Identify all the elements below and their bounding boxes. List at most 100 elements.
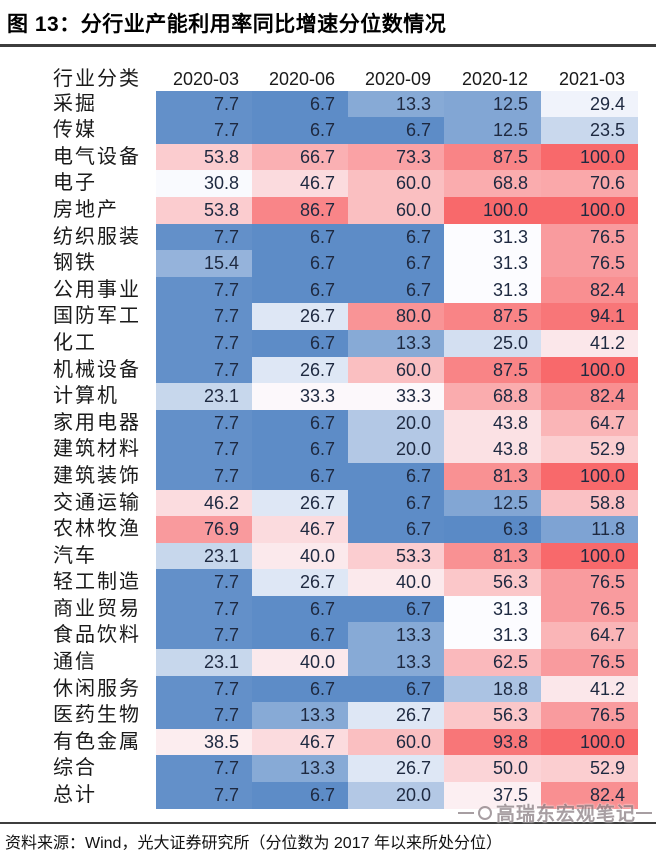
heatmap-cell: 12.5 (444, 489, 541, 517)
column-header-date: 2020-12 (461, 69, 528, 89)
heatmap-cell: 6.7 (252, 675, 348, 703)
row-label: 交通运输 (0, 489, 156, 517)
heatmap-cell: 76.5 (541, 595, 638, 623)
row-label: 化工 (0, 329, 156, 357)
heatmap-cell: 7.7 (156, 276, 252, 304)
heatmap-cell: 6.7 (252, 329, 348, 357)
heatmap-cell: 41.2 (541, 675, 638, 703)
heatmap-cell: 76.5 (541, 649, 638, 676)
figure-title: 图 13：分行业产能利用率同比增速分位数情况 (7, 13, 447, 36)
row-label: 建筑装饰 (0, 462, 156, 490)
heatmap-cell: 60.0 (348, 170, 444, 197)
row-label: 计算机 (0, 383, 156, 410)
heatmap-cell: 33.3 (348, 383, 444, 410)
heatmap-cell: 66.7 (252, 143, 348, 171)
heatmap-cell: 7.7 (156, 595, 252, 623)
heatmap-cell: 12.5 (444, 117, 541, 144)
watermark-logo-icon (477, 805, 492, 820)
heatmap-cell: 60.0 (348, 356, 444, 384)
column-header-date: 2020-09 (364, 69, 431, 89)
heatmap-cell: 6.7 (348, 675, 444, 703)
heatmap-cell: 7.7 (156, 569, 252, 596)
heatmap-cell: 26.7 (348, 755, 444, 783)
heatmap-cell: 26.7 (252, 569, 348, 596)
heatmap-cell: 80.0 (348, 303, 444, 330)
row-label: 轻工制造 (0, 569, 156, 596)
heatmap-cell: 76.5 (541, 702, 638, 729)
footer-divider (0, 822, 656, 824)
heatmap-cell: 6.7 (348, 276, 444, 304)
heatmap-cell: 13.3 (348, 649, 444, 676)
heatmap-cell: 76.5 (541, 250, 638, 277)
row-label: 有色金属 (0, 728, 156, 756)
heatmap-cell: 12.5 (444, 90, 541, 118)
title-divider (0, 44, 656, 47)
source-note: 资料来源：Wind，光大证券研究所（分位数为 2017 年以来所处分位） (5, 835, 502, 852)
heatmap-cell: 6.7 (348, 223, 444, 251)
heatmap-cell: 40.0 (252, 649, 348, 676)
heatmap-cell: 81.3 (444, 542, 541, 570)
heatmap-cell: 7.7 (156, 117, 252, 144)
heatmap-cell: 26.7 (252, 489, 348, 517)
heatmap-cell: 100.0 (541, 728, 638, 756)
heatmap-cell: 31.3 (444, 622, 541, 650)
heatmap-cell: 100.0 (541, 462, 638, 490)
heatmap-cell: 64.7 (541, 409, 638, 437)
heatmap-cell: 6.7 (252, 782, 348, 809)
heatmap-cell: 43.8 (444, 409, 541, 437)
heatmap-cell: 73.3 (348, 143, 444, 171)
heatmap-cell: 7.7 (156, 90, 252, 118)
heatmap-cell: 31.3 (444, 595, 541, 623)
watermark-text: 高瑞东宏观笔记 (495, 804, 636, 825)
heatmap-cell: 7.7 (156, 303, 252, 330)
heatmap-cell: 20.0 (348, 782, 444, 809)
row-label: 纺织服装 (0, 223, 156, 251)
column-header-industry: 行业分类 (0, 64, 156, 94)
heatmap-cell: 18.8 (444, 675, 541, 703)
heatmap-cell: 100.0 (541, 542, 638, 570)
row-label: 采掘 (0, 90, 156, 118)
row-label: 医药生物 (0, 702, 156, 729)
heatmap-cell: 62.5 (444, 649, 541, 676)
heatmap-cell: 6.7 (348, 595, 444, 623)
heatmap-cell: 87.5 (444, 303, 541, 330)
heatmap-cell: 13.3 (348, 622, 444, 650)
heatmap-cell: 31.3 (444, 276, 541, 304)
heatmap-cell: 81.3 (444, 462, 541, 490)
column-header-date: 2020-06 (268, 69, 335, 89)
row-label: 机械设备 (0, 356, 156, 384)
row-label: 通信 (0, 649, 156, 676)
heatmap-cell: 87.5 (444, 143, 541, 171)
heatmap-cell: 41.2 (541, 329, 638, 357)
heatmap-cell: 56.3 (444, 569, 541, 596)
heatmap-cell: 13.3 (252, 702, 348, 729)
heatmap-cell: 26.7 (252, 356, 348, 384)
heatmap-cell: 13.3 (252, 755, 348, 783)
heatmap-cell: 6.7 (252, 276, 348, 304)
heatmap-cell: 60.0 (348, 196, 444, 224)
row-label: 传媒 (0, 117, 156, 144)
heatmap-cell: 7.7 (156, 329, 252, 357)
heatmap-cell: 7.7 (156, 675, 252, 703)
heatmap-cell: 50.0 (444, 755, 541, 783)
heatmap-cell: 43.8 (444, 436, 541, 463)
heatmap-cell: 6.7 (252, 117, 348, 144)
row-label: 电气设备 (0, 143, 156, 171)
heatmap-cell: 7.7 (156, 782, 252, 809)
heatmap-cell: 46.2 (156, 489, 252, 517)
heatmap-cell: 40.0 (252, 542, 348, 570)
heatmap-cell: 23.1 (156, 542, 252, 570)
heatmap-cell: 86.7 (252, 196, 348, 224)
heatmap-cell: 94.1 (541, 303, 638, 330)
heatmap-cell: 13.3 (348, 329, 444, 357)
heatmap-cell: 82.4 (541, 782, 638, 809)
row-label: 汽车 (0, 542, 156, 570)
heatmap-cell: 100.0 (541, 356, 638, 384)
heatmap-cell: 76.9 (156, 516, 252, 543)
watermark-line-right-icon (636, 811, 652, 814)
column-header-date: 2020-03 (172, 69, 239, 89)
heatmap-cell: 53.3 (348, 542, 444, 570)
heatmap-cell: 7.7 (156, 356, 252, 384)
heatmap-cell: 58.8 (541, 489, 638, 517)
heatmap-cell: 100.0 (444, 196, 541, 224)
